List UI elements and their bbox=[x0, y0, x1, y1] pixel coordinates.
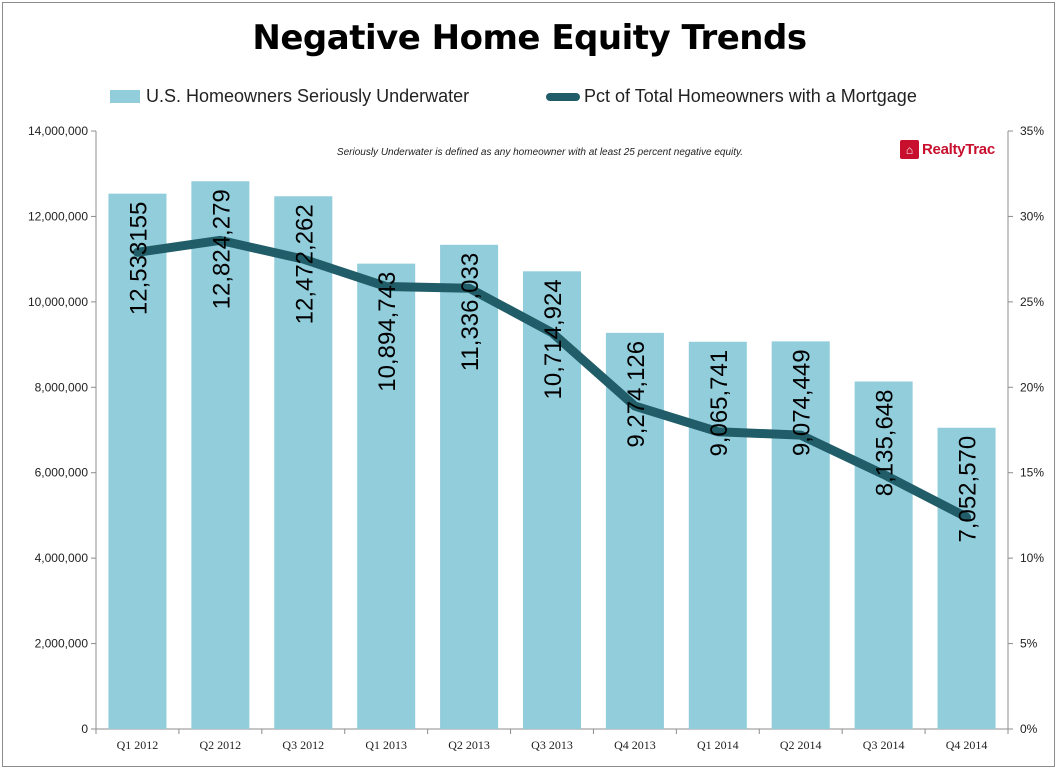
chart-note: Seriously Underwater is defined as any h… bbox=[336, 147, 744, 158]
legend-item-line: Pct of Total Homeowners with a Mortgage bbox=[546, 86, 917, 107]
bar-data-label: 9,074,449 bbox=[789, 349, 816, 456]
y-left-tick-label: 6,000,000 bbox=[35, 466, 89, 480]
x-tick-label: Q1 2013 bbox=[365, 738, 407, 752]
line-point bbox=[551, 331, 553, 334]
y-left-tick-label: 2,000,000 bbox=[35, 637, 89, 651]
x-tick-label: Q3 2013 bbox=[531, 738, 573, 752]
y-right-tick-label: 0% bbox=[1020, 722, 1038, 736]
legend: U.S. Homeowners Seriously Underwater Pct… bbox=[0, 86, 1059, 110]
bar bbox=[191, 181, 250, 729]
brand-logo: ⌂ RealtyTrac bbox=[900, 140, 995, 159]
x-tick-label: Q1 2012 bbox=[117, 738, 159, 752]
y-left-tick-label: 14,000,000 bbox=[28, 124, 88, 138]
house-icon: ⌂ bbox=[900, 140, 919, 159]
legend-swatch-bars bbox=[110, 90, 140, 103]
bar-data-label: 10,714,924 bbox=[540, 279, 567, 399]
line-point bbox=[799, 434, 802, 437]
y-left-tick-label: 8,000,000 bbox=[35, 380, 89, 394]
y-right-tick-label: 25% bbox=[1020, 295, 1044, 309]
y-right-tick-label: 10% bbox=[1020, 551, 1044, 565]
bar-data-label: 9,274,126 bbox=[623, 341, 650, 448]
bar bbox=[357, 263, 416, 729]
x-tick-label: Q2 2012 bbox=[200, 738, 242, 752]
y-right-tick-label: 20% bbox=[1020, 380, 1044, 394]
legend-item-bars: U.S. Homeowners Seriously Underwater bbox=[110, 86, 469, 107]
y-right-tick-label: 35% bbox=[1020, 124, 1044, 138]
x-tick-label: Q2 2013 bbox=[448, 738, 490, 752]
x-tick-label: Q4 2013 bbox=[614, 738, 656, 752]
bar-data-label: 12,472,262 bbox=[291, 204, 318, 324]
y-left-tick-label: 10,000,000 bbox=[28, 295, 88, 309]
y-right-tick-label: 5% bbox=[1020, 637, 1038, 651]
bar bbox=[688, 341, 747, 729]
x-tick-label: Q3 2014 bbox=[863, 738, 905, 752]
bar-data-label: 8,135,648 bbox=[872, 389, 899, 496]
line-point bbox=[965, 516, 968, 519]
bar-data-label: 10,894,743 bbox=[374, 272, 401, 392]
bar-data-label: 7,052,570 bbox=[955, 436, 982, 543]
bar-data-label: 9,065,741 bbox=[706, 350, 733, 457]
line-point bbox=[882, 473, 885, 476]
line-point bbox=[468, 287, 471, 290]
line-point bbox=[716, 430, 719, 433]
chart-title: Negative Home Equity Trends bbox=[252, 18, 807, 58]
y-left-tick-label: 0 bbox=[81, 722, 88, 736]
y-right-tick-label: 15% bbox=[1020, 466, 1044, 480]
y-right-tick-label: 30% bbox=[1020, 209, 1044, 223]
brand-text: RealtyTrac bbox=[922, 141, 995, 158]
bar-data-label: 11,336,033 bbox=[457, 253, 484, 371]
x-tick-label: Q1 2014 bbox=[697, 738, 739, 752]
bar bbox=[440, 244, 499, 730]
bar bbox=[854, 381, 913, 729]
line-point bbox=[385, 285, 388, 288]
legend-swatch-line bbox=[546, 92, 580, 101]
x-tick-label: Q3 2012 bbox=[282, 738, 324, 752]
line-point bbox=[302, 258, 305, 261]
line-point bbox=[633, 405, 636, 408]
bar-data-label: 12,533155 bbox=[125, 202, 152, 315]
x-tick-label: Q4 2014 bbox=[946, 738, 988, 752]
bar bbox=[274, 196, 333, 730]
bar bbox=[108, 193, 167, 729]
legend-label-bars: U.S. Homeowners Seriously Underwater bbox=[146, 86, 470, 106]
bar bbox=[937, 427, 996, 729]
x-tick-label: Q2 2014 bbox=[780, 738, 822, 752]
y-left-tick-label: 12,000,000 bbox=[28, 209, 88, 223]
y-left-tick-label: 4,000,000 bbox=[35, 551, 89, 565]
bar-data-label: 12,824,279 bbox=[208, 189, 235, 309]
legend-label-line: Pct of Total Homeowners with a Mortgage bbox=[584, 86, 917, 106]
bar bbox=[605, 332, 664, 729]
line-point bbox=[219, 239, 222, 242]
bar bbox=[771, 341, 830, 729]
line-point bbox=[136, 251, 139, 254]
